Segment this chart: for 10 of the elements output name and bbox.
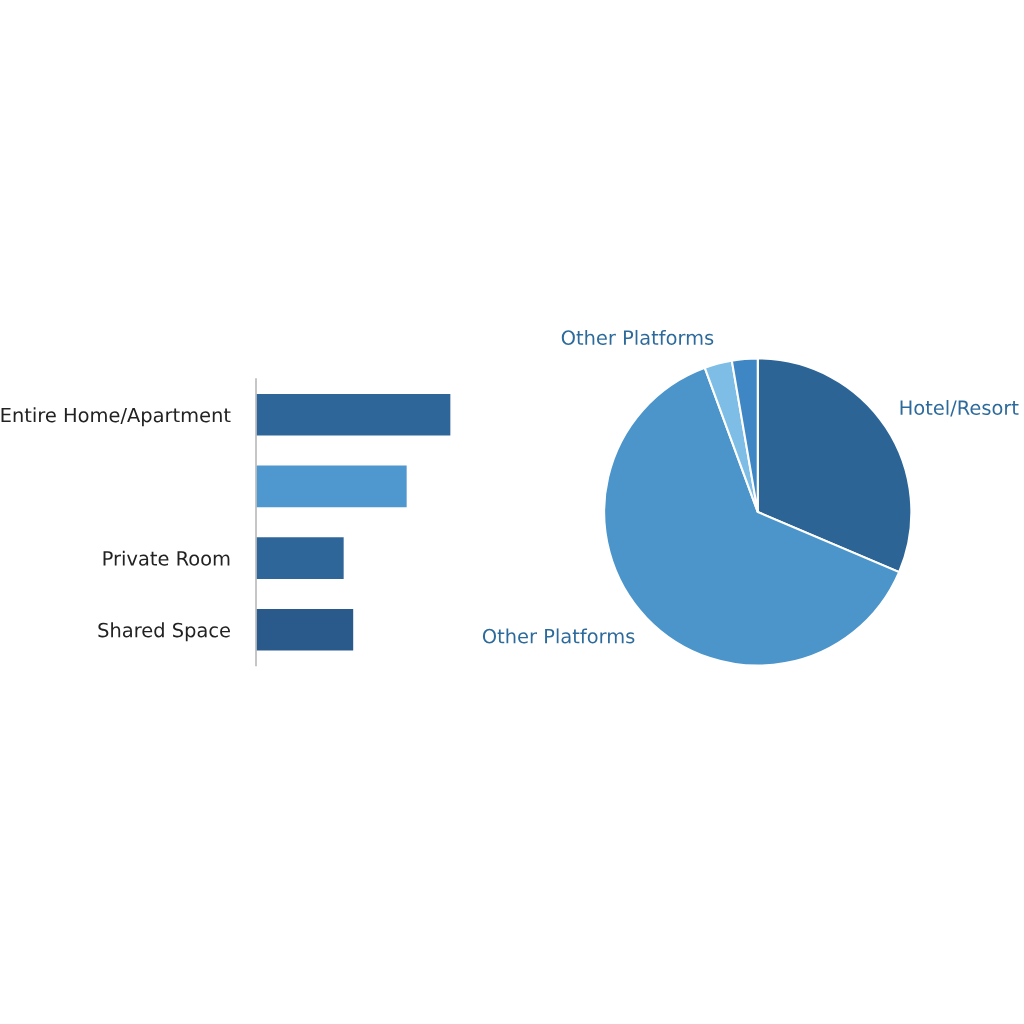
bar xyxy=(256,464,409,509)
bar xyxy=(256,607,355,652)
y-tick-label: Entire Home/Apartment xyxy=(1,407,231,427)
slice-label: Hotel/Resort xyxy=(900,399,1019,417)
slice-label: Other Platforms xyxy=(482,628,635,644)
bar xyxy=(256,392,452,437)
y-tick-label: Shared Space xyxy=(98,622,230,642)
bar xyxy=(256,535,346,581)
y-tick-label: Private Room xyxy=(103,550,230,566)
slice-label: Other Platforms xyxy=(561,329,714,345)
